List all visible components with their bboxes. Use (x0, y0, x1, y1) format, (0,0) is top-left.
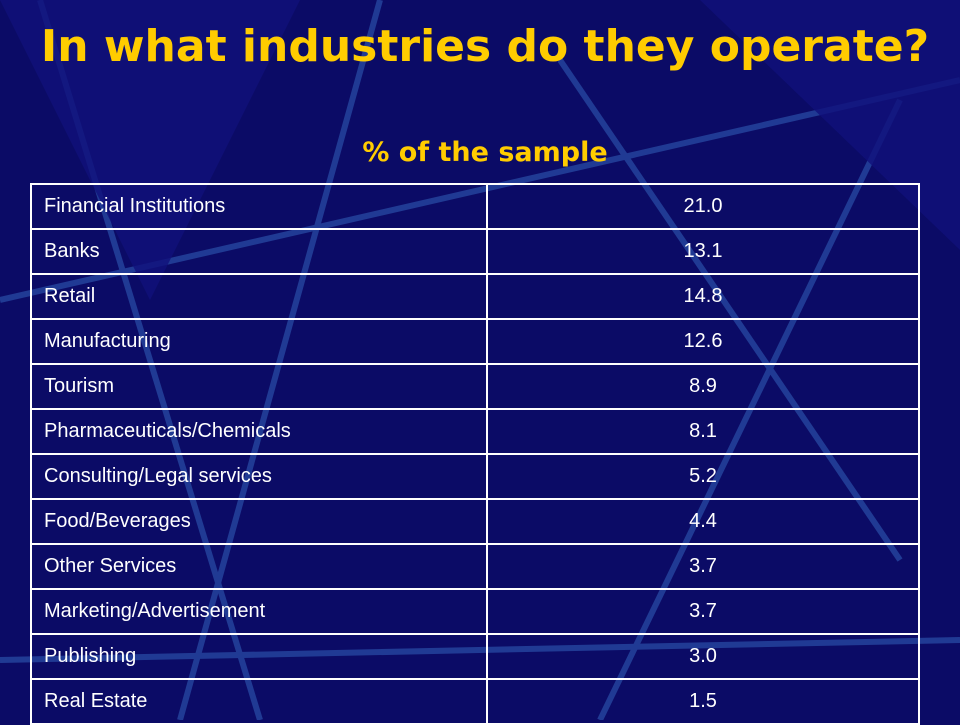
percent-cell: 8.9 (486, 363, 920, 410)
industry-cell: Real Estate (30, 678, 488, 725)
table-row: Pharmaceuticals/Chemicals 8.1 (30, 408, 920, 455)
table-row: Retail 14.8 (30, 273, 920, 320)
industry-cell: Publishing (30, 633, 488, 680)
percent-cell: 3.7 (486, 588, 920, 635)
table-row: Tourism 8.9 (30, 363, 920, 410)
table-body: Financial Institutions 21.0 Banks 13.1 Retai… (30, 183, 920, 725)
industry-cell: Banks (30, 228, 488, 275)
percent-cell: 13.1 (486, 228, 920, 275)
industry-cell: Retail (30, 273, 488, 320)
table-row: Marketing/Advertisement 3.7 (30, 588, 920, 635)
slide-subtitle: % of the sample (362, 137, 608, 168)
percent-cell: 3.0 (486, 633, 920, 680)
industry-cell: Tourism (30, 363, 488, 410)
panel (0, 0, 300, 300)
table-row: Food/Beverages 4.4 (30, 498, 920, 545)
percent-cell: 5.2 (486, 453, 920, 500)
percent-cell: 12.6 (486, 318, 920, 365)
industry-cell: Other Services (30, 543, 488, 590)
table-row: Publishing 3.0 (30, 633, 920, 680)
percent-cell: 4.4 (486, 498, 920, 545)
percent-cell: 3.7 (486, 543, 920, 590)
table-row: Other Services 3.7 (30, 543, 920, 590)
industry-cell: Pharmaceuticals/Chemicals (30, 408, 488, 455)
table-row: Banks 13.1 (30, 228, 920, 275)
industry-cell: Manufacturing (30, 318, 488, 365)
slide-title: In what industries do they operate? (40, 21, 930, 72)
table-row: Financial Institutions 21.0 (30, 183, 920, 230)
percent-cell: 8.1 (486, 408, 920, 455)
industry-cell: Consulting/Legal services (30, 453, 488, 500)
percent-cell: 1.5 (486, 678, 920, 725)
percent-cell: 21.0 (486, 183, 920, 230)
table-row: Manufacturing 12.6 (30, 318, 920, 365)
table-row: Real Estate 1.5 (30, 678, 920, 725)
industry-table: Financial Institutions 21.0 Banks 13.1 Retai… (30, 183, 920, 725)
industry-cell: Marketing/Advertisement (30, 588, 488, 635)
table-row: Consulting/Legal services 5.2 (30, 453, 920, 500)
industry-cell: Financial Institutions (30, 183, 488, 230)
industry-cell: Food/Beverages (30, 498, 488, 545)
percent-cell: 14.8 (486, 273, 920, 320)
